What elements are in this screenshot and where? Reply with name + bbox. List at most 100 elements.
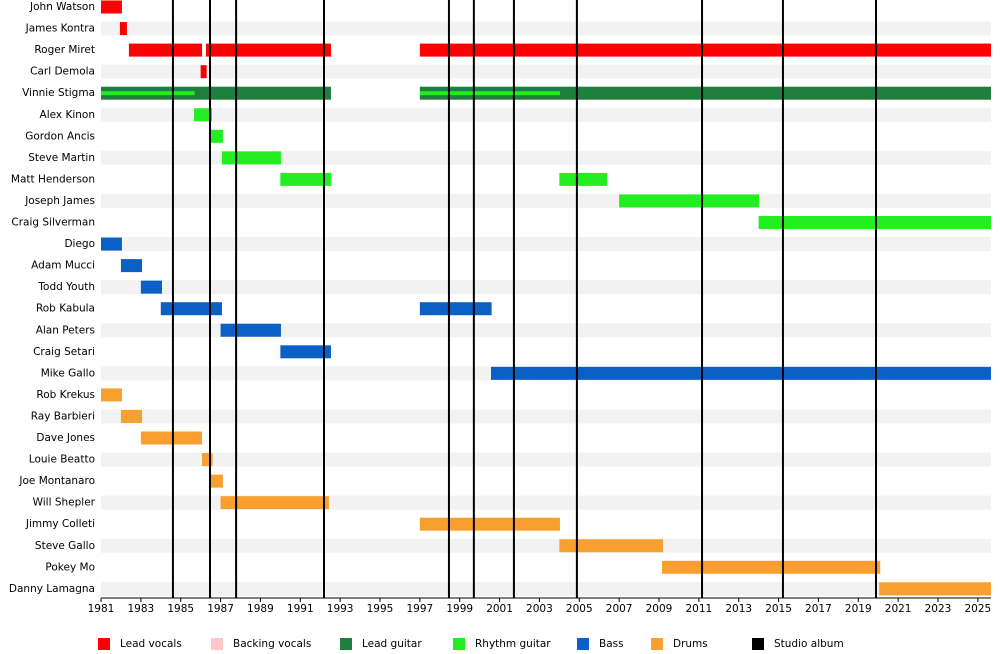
member-name: Mike Gallo <box>41 367 95 379</box>
member-bar <box>101 91 195 96</box>
member-bar <box>559 172 608 186</box>
member-name: Jimmy Colleti <box>25 518 95 530</box>
row-stripe <box>101 280 991 295</box>
row-stripe <box>101 107 991 122</box>
x-tick-label: 1987 <box>207 603 234 615</box>
member-bar <box>140 280 162 294</box>
member-bar <box>211 129 223 143</box>
member-bar <box>419 86 992 100</box>
legend-swatch <box>651 638 663 650</box>
legend-swatch <box>752 638 764 650</box>
member-bar <box>101 86 331 100</box>
member-bar <box>220 496 329 510</box>
member-name: Joe Montanaro <box>18 475 95 487</box>
member-name: Rob Kabula <box>36 303 95 315</box>
row-stripe <box>101 409 991 424</box>
member-bar <box>758 216 991 229</box>
row-stripe <box>101 64 991 79</box>
x-tick-label: 2009 <box>646 603 673 615</box>
member-bar <box>559 539 663 553</box>
x-tick-label: 1995 <box>367 603 394 615</box>
legend-swatch <box>211 638 223 650</box>
x-tick-label: 2025 <box>964 603 991 615</box>
x-tick-label: 1991 <box>287 603 314 615</box>
member-bar <box>419 43 992 57</box>
x-tick-label: 2023 <box>925 603 952 615</box>
x-tick-label: 2021 <box>885 603 912 615</box>
member-name: Rob Krekus <box>36 389 95 401</box>
legend-swatch <box>577 638 589 650</box>
legend-swatch <box>453 638 465 650</box>
legend-label: Drums <box>673 638 708 650</box>
x-tick-label: 1981 <box>88 603 115 615</box>
x-tick-label: 1983 <box>127 603 154 615</box>
member-bar <box>140 431 203 445</box>
member-name: Diego <box>64 238 95 250</box>
x-tick-label: 1993 <box>327 603 354 615</box>
member-bar <box>119 22 127 36</box>
member-name: James Kontra <box>25 23 95 35</box>
member-name: Ray Barbieri <box>31 410 95 422</box>
member-name: Adam Mucci <box>31 260 95 272</box>
x-tick-label: 2013 <box>725 603 752 615</box>
member-name: John Watson <box>29 1 95 13</box>
member-bar <box>160 302 222 316</box>
x-tick-label: 1999 <box>446 603 473 615</box>
legend-swatch <box>340 638 352 650</box>
member-name: Will Shepler <box>33 497 96 509</box>
legend-label: Rhythm guitar <box>475 638 551 650</box>
x-tick-label: 2005 <box>566 603 593 615</box>
legend-swatch <box>98 638 110 650</box>
member-bar <box>211 474 223 488</box>
row-stripe <box>101 581 991 596</box>
member-name: Carl Demola <box>30 66 95 78</box>
member-bar <box>101 0 122 14</box>
member-bar <box>419 517 560 531</box>
member-name: Todd Youth <box>37 281 95 293</box>
x-tick-label: 2007 <box>606 603 633 615</box>
x-tick-label: 2001 <box>486 603 513 615</box>
member-bar <box>194 108 213 122</box>
member-bar <box>202 453 213 467</box>
member-bar <box>120 409 143 423</box>
legend-label: Lead vocals <box>120 638 182 650</box>
row-stripe <box>101 452 991 467</box>
member-name: Louie Beatto <box>29 454 95 466</box>
legend-label: Backing vocals <box>233 638 311 650</box>
row-stripe <box>101 237 991 252</box>
member-bar <box>220 323 281 337</box>
member-bar <box>661 560 881 574</box>
row-stripe <box>101 538 991 553</box>
member-name: Craig Setari <box>33 346 95 358</box>
x-tick-label: 2003 <box>526 603 553 615</box>
member-bar <box>619 194 760 208</box>
member-bar <box>101 237 122 251</box>
x-tick-label: 1989 <box>247 603 274 615</box>
member-bar <box>120 259 143 273</box>
legend-label: Studio album <box>774 638 844 650</box>
member-bar <box>280 345 331 359</box>
member-bar <box>280 172 331 186</box>
legend-label: Bass <box>599 638 624 650</box>
member-bar <box>206 43 331 57</box>
member-bar <box>879 582 991 596</box>
x-tick-label: 2011 <box>685 603 712 615</box>
x-tick-label: 2019 <box>845 603 872 615</box>
member-name: Pokey Mo <box>45 561 95 573</box>
member-name: Matt Henderson <box>11 173 95 185</box>
member-name: Craig Silverman <box>11 217 95 229</box>
x-tick-label: 2017 <box>805 603 832 615</box>
legend-label: Lead guitar <box>362 638 422 650</box>
member-name: Gordon Ancis <box>25 130 95 142</box>
member-bar <box>419 302 492 316</box>
row-stripe <box>101 21 991 36</box>
member-name: Alex Kinon <box>40 109 95 121</box>
member-name: Dave Jones <box>36 432 95 444</box>
x-tick-label: 1985 <box>167 603 194 615</box>
x-tick-label: 1997 <box>406 603 433 615</box>
member-bar <box>101 388 122 402</box>
row-stripe <box>101 193 991 208</box>
member-bar <box>200 65 207 79</box>
member-name: Roger Miret <box>34 44 95 56</box>
